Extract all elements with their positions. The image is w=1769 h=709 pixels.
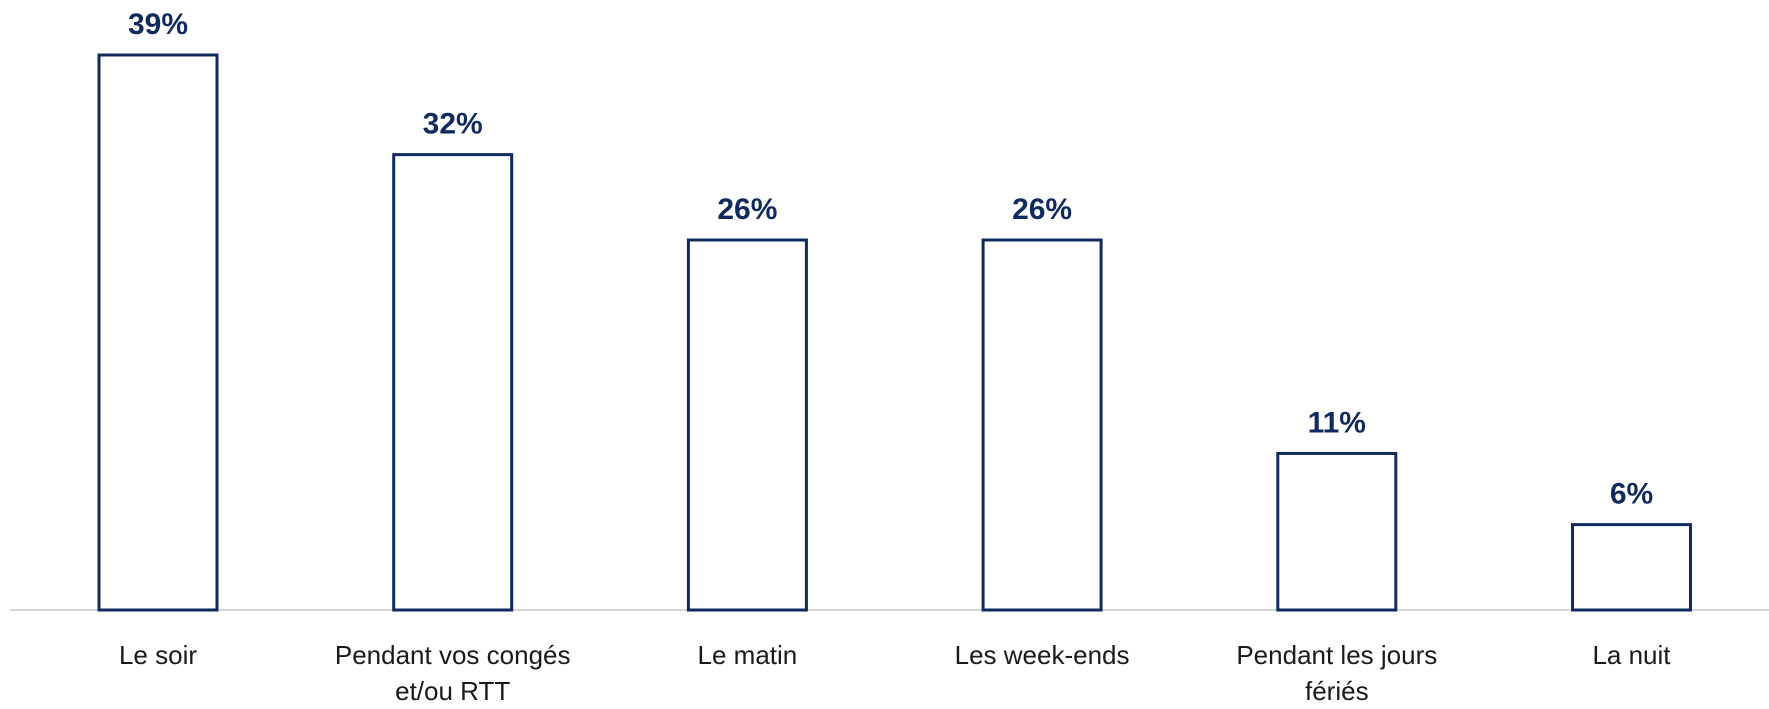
bar (97, 53, 219, 612)
x-tick-label: Le matin (697, 640, 798, 670)
value-label: 26% (717, 193, 777, 226)
bar (686, 238, 808, 612)
x-tick-label: Pendant vos congés et/ou RTT (334, 640, 571, 706)
x-tick-label: Pendant les jours fériés (1236, 640, 1438, 706)
bar (1276, 451, 1398, 612)
value-label: 39% (128, 8, 188, 41)
value-label: 26% (1012, 193, 1072, 226)
value-label: 32% (423, 108, 483, 141)
x-tick-label: Les week-ends (954, 640, 1130, 670)
x-tick-label: La nuit (1592, 640, 1671, 670)
value-label: 11% (1308, 406, 1366, 439)
value-label: 6% (1610, 478, 1653, 511)
bar (1571, 523, 1692, 612)
bar (392, 153, 514, 612)
x-tick-label: Le soir (118, 640, 198, 670)
bar (981, 238, 1103, 612)
